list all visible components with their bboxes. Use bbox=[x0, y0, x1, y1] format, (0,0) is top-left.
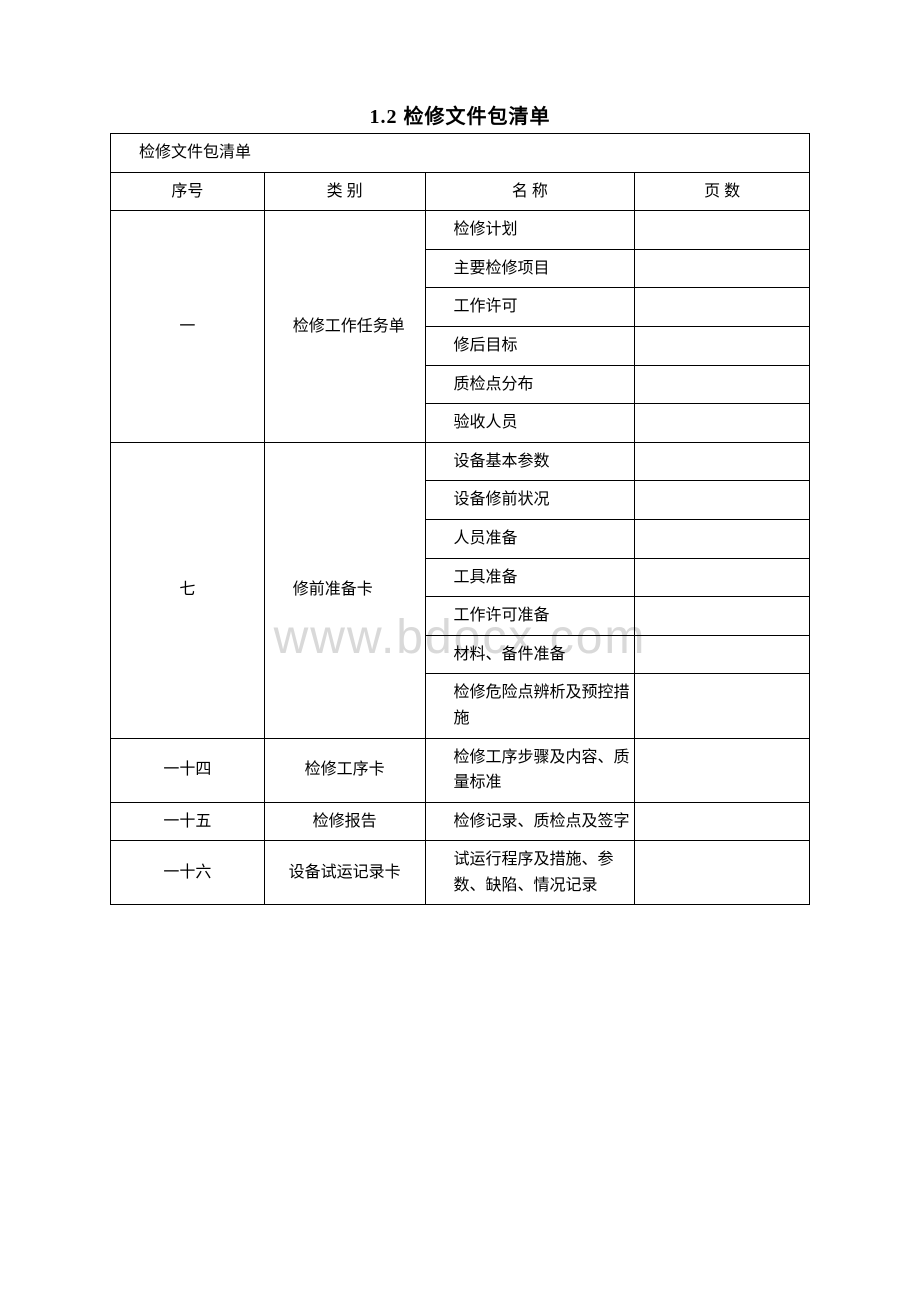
table-title-cell: 检修文件包清单 bbox=[111, 134, 810, 173]
checklist-table: 检修文件包清单序号类 别名 称页 数一检修工作任务单检修计划主要检修项目工作许可… bbox=[110, 133, 810, 905]
name-cell: 设备修前状况 bbox=[425, 481, 635, 520]
name-cell: 检修危险点辨析及预控措施 bbox=[425, 674, 635, 738]
pages-cell bbox=[635, 481, 810, 520]
pages-cell bbox=[635, 249, 810, 288]
category-cell: 检修工序卡 bbox=[264, 738, 425, 802]
column-header: 名 称 bbox=[425, 172, 635, 211]
seq-cell: 一十六 bbox=[111, 841, 265, 905]
pages-cell bbox=[635, 365, 810, 404]
seq-cell: 一 bbox=[111, 211, 265, 443]
name-cell: 修后目标 bbox=[425, 326, 635, 365]
name-cell: 工具准备 bbox=[425, 558, 635, 597]
pages-cell bbox=[635, 519, 810, 558]
name-cell: 设备基本参数 bbox=[425, 442, 635, 481]
pages-cell bbox=[635, 597, 810, 636]
seq-cell: 一十四 bbox=[111, 738, 265, 802]
seq-cell: 一十五 bbox=[111, 802, 265, 841]
name-cell: 材料、备件准备 bbox=[425, 635, 635, 674]
column-header: 类 别 bbox=[264, 172, 425, 211]
name-cell: 检修工序步骤及内容、质量标准 bbox=[425, 738, 635, 802]
pages-cell bbox=[635, 326, 810, 365]
name-cell: 人员准备 bbox=[425, 519, 635, 558]
name-cell: 检修记录、质检点及签字 bbox=[425, 802, 635, 841]
name-cell: 验收人员 bbox=[425, 404, 635, 443]
pages-cell bbox=[635, 841, 810, 905]
pages-cell bbox=[635, 288, 810, 327]
pages-cell bbox=[635, 674, 810, 738]
column-header: 序号 bbox=[111, 172, 265, 211]
pages-cell bbox=[635, 558, 810, 597]
page-title: 1.2 检修文件包清单 bbox=[110, 100, 810, 129]
pages-cell bbox=[635, 404, 810, 443]
name-cell: 检修计划 bbox=[425, 211, 635, 250]
pages-cell bbox=[635, 211, 810, 250]
category-cell: 修前准备卡 bbox=[264, 442, 425, 738]
category-cell: 检修报告 bbox=[264, 802, 425, 841]
pages-cell bbox=[635, 442, 810, 481]
category-cell: 检修工作任务单 bbox=[264, 211, 425, 443]
pages-cell bbox=[635, 738, 810, 802]
seq-cell: 七 bbox=[111, 442, 265, 738]
pages-cell bbox=[635, 635, 810, 674]
pages-cell bbox=[635, 802, 810, 841]
name-cell: 主要检修项目 bbox=[425, 249, 635, 288]
category-cell: 设备试运记录卡 bbox=[264, 841, 425, 905]
name-cell: 试运行程序及措施、参数、缺陷、情况记录 bbox=[425, 841, 635, 905]
name-cell: 质检点分布 bbox=[425, 365, 635, 404]
name-cell: 工作许可准备 bbox=[425, 597, 635, 636]
column-header: 页 数 bbox=[635, 172, 810, 211]
name-cell: 工作许可 bbox=[425, 288, 635, 327]
